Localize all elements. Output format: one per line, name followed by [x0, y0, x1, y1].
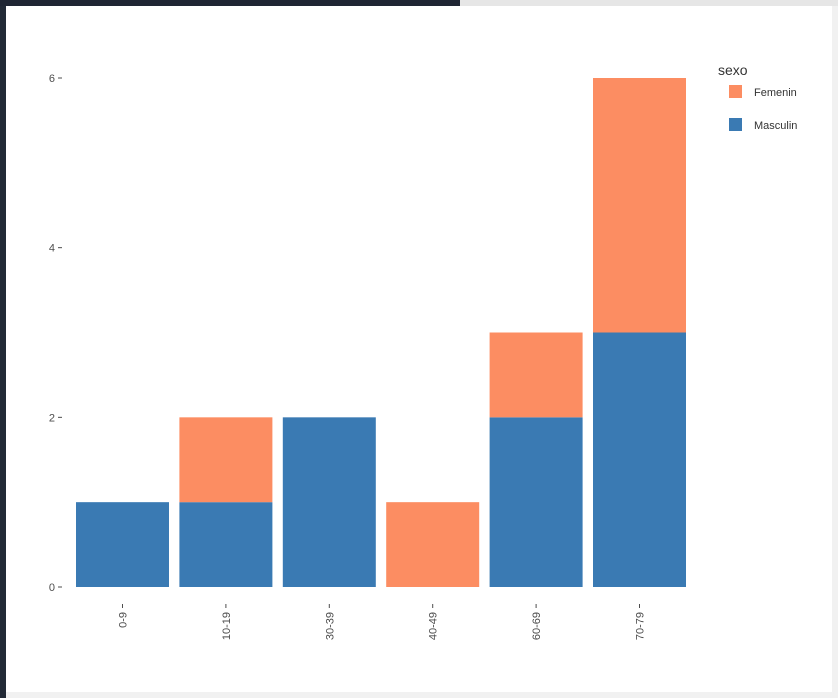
x-tick-label: 60-69	[531, 612, 543, 640]
x-tick-label: 40-49	[428, 612, 440, 640]
x-tick-label: 70-79	[635, 612, 647, 640]
bar-femenin-70-79	[593, 78, 686, 333]
x-tick-label: 0-9	[118, 612, 130, 628]
x-axis: 0-9 10-19 30-39 40-49 60-69 70-79	[118, 604, 647, 640]
y-tick-label: 4	[49, 243, 55, 255]
bar-masculin-70-79	[593, 332, 686, 587]
legend-title: sexo	[718, 62, 748, 78]
bars	[76, 78, 686, 587]
bar-masculin-0-9	[76, 502, 169, 587]
bar-masculin-10-19	[179, 502, 273, 587]
bar-femenin-10-19	[179, 417, 273, 503]
y-axis: 0 2 4 6	[49, 73, 62, 594]
x-tick-label: 10-19	[221, 612, 233, 640]
window-top-bar-light	[460, 0, 838, 6]
window-left-edge	[0, 6, 6, 698]
legend-label-femenin: Femenin	[754, 87, 797, 99]
legend-label-masculin: Masculin	[754, 120, 797, 132]
bar-masculin-30-39	[282, 417, 376, 587]
y-tick-label: 2	[49, 412, 55, 424]
legend-swatch-femenin	[729, 85, 742, 98]
legend: sexo Femenin Masculin	[718, 62, 797, 132]
window-top-bar	[0, 0, 460, 6]
y-tick-label: 0	[49, 582, 55, 594]
bar-femenin-60-69	[489, 332, 583, 418]
x-tick-label: 30-39	[324, 612, 336, 640]
bar-femenin-40-49	[386, 502, 480, 587]
y-tick-label: 6	[49, 73, 55, 85]
bar-masculin-60-69	[489, 417, 583, 587]
legend-swatch-masculin	[729, 118, 742, 131]
